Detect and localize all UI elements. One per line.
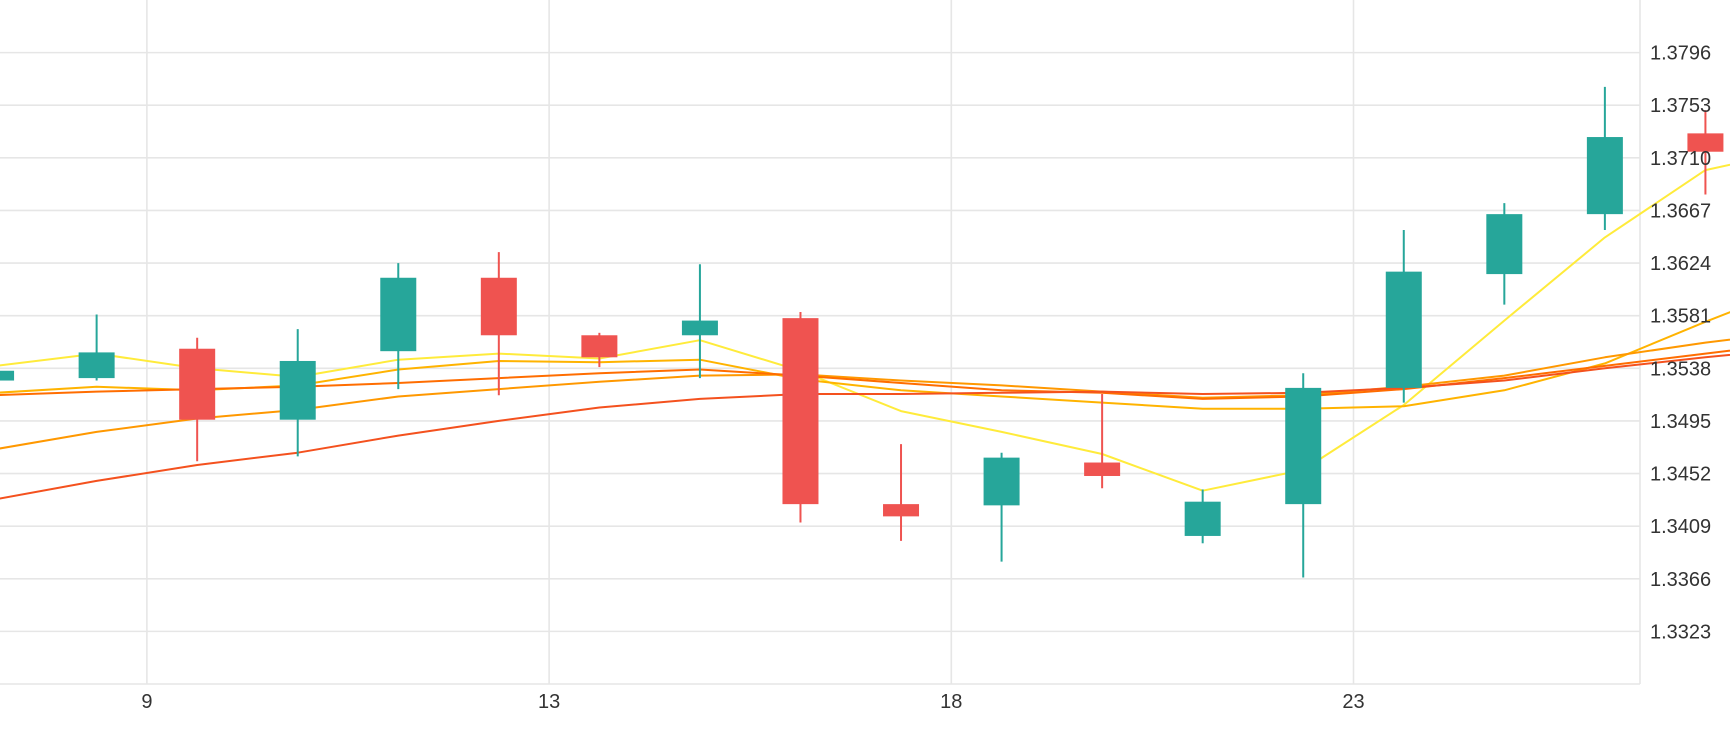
candle — [1084, 394, 1121, 489]
y-tick-label: 1.3323 — [1650, 621, 1711, 643]
y-tick-label: 1.3753 — [1650, 95, 1711, 117]
candle-body — [883, 504, 920, 517]
candle-body — [1184, 501, 1221, 536]
moving-average-line — [0, 311, 1730, 410]
candle-body — [279, 360, 316, 420]
candle — [279, 329, 316, 457]
y-tick-label: 1.3581 — [1650, 306, 1711, 328]
candle — [1486, 203, 1523, 305]
candle — [581, 332, 618, 368]
candle-body — [1687, 133, 1724, 152]
x-tick-label: 9 — [141, 691, 152, 713]
candle-body — [78, 352, 115, 379]
candle — [179, 337, 216, 462]
y-tick-label: 1.3667 — [1650, 200, 1711, 222]
candle — [0, 370, 15, 381]
candle-body — [1586, 137, 1623, 215]
candle-body — [581, 335, 618, 358]
candles — [0, 86, 1724, 578]
candle-body — [1385, 271, 1422, 388]
moving-average-line — [0, 338, 1730, 450]
x-tick-label: 18 — [940, 691, 962, 713]
candle-body — [380, 277, 417, 352]
y-tick-label: 1.3538 — [1650, 358, 1711, 380]
candle-body — [179, 348, 216, 420]
x-tick-label: 23 — [1342, 691, 1364, 713]
candle-body — [1084, 462, 1121, 476]
candle — [782, 312, 819, 523]
candle-body — [480, 277, 517, 336]
candle — [1184, 489, 1221, 544]
candle-body — [983, 457, 1020, 506]
candle — [78, 314, 115, 381]
x-axis: 913182327Jul2711 — [141, 691, 1364, 713]
y-tick-label: 1.3366 — [1650, 569, 1711, 591]
candle — [681, 264, 718, 379]
moving-average-line — [0, 163, 1730, 492]
candle-body — [681, 320, 718, 336]
candle — [883, 444, 920, 541]
candle — [1586, 86, 1623, 231]
x-tick-label: 13 — [538, 691, 560, 713]
y-tick-label: 1.3495 — [1650, 411, 1711, 433]
y-tick-label: 1.3624 — [1650, 253, 1711, 275]
y-tick-label: 1.3710 — [1650, 148, 1711, 170]
candle — [1687, 110, 1724, 195]
candle — [1385, 230, 1422, 403]
y-tick-label: 1.3452 — [1650, 464, 1711, 486]
candle — [480, 252, 517, 396]
candle — [983, 452, 1020, 562]
y-tick-label: 1.3409 — [1650, 516, 1711, 538]
candle — [380, 263, 417, 390]
moving-average-line — [0, 353, 1730, 500]
candle-body — [782, 318, 819, 505]
candle-body — [1285, 387, 1322, 505]
candle-body — [1486, 214, 1523, 275]
y-axis: 1.3796 1.3753 1.3710 1.3667 1.3624 1.3581 1.35… — [1650, 43, 1711, 644]
moving-average-line — [0, 349, 1730, 400]
moving-average-lines — [0, 163, 1730, 500]
grid-lines — [0, 0, 1641, 685]
candle — [1285, 373, 1322, 578]
y-tick-label: 1.3796 — [1650, 43, 1711, 65]
candle-body — [0, 370, 15, 381]
